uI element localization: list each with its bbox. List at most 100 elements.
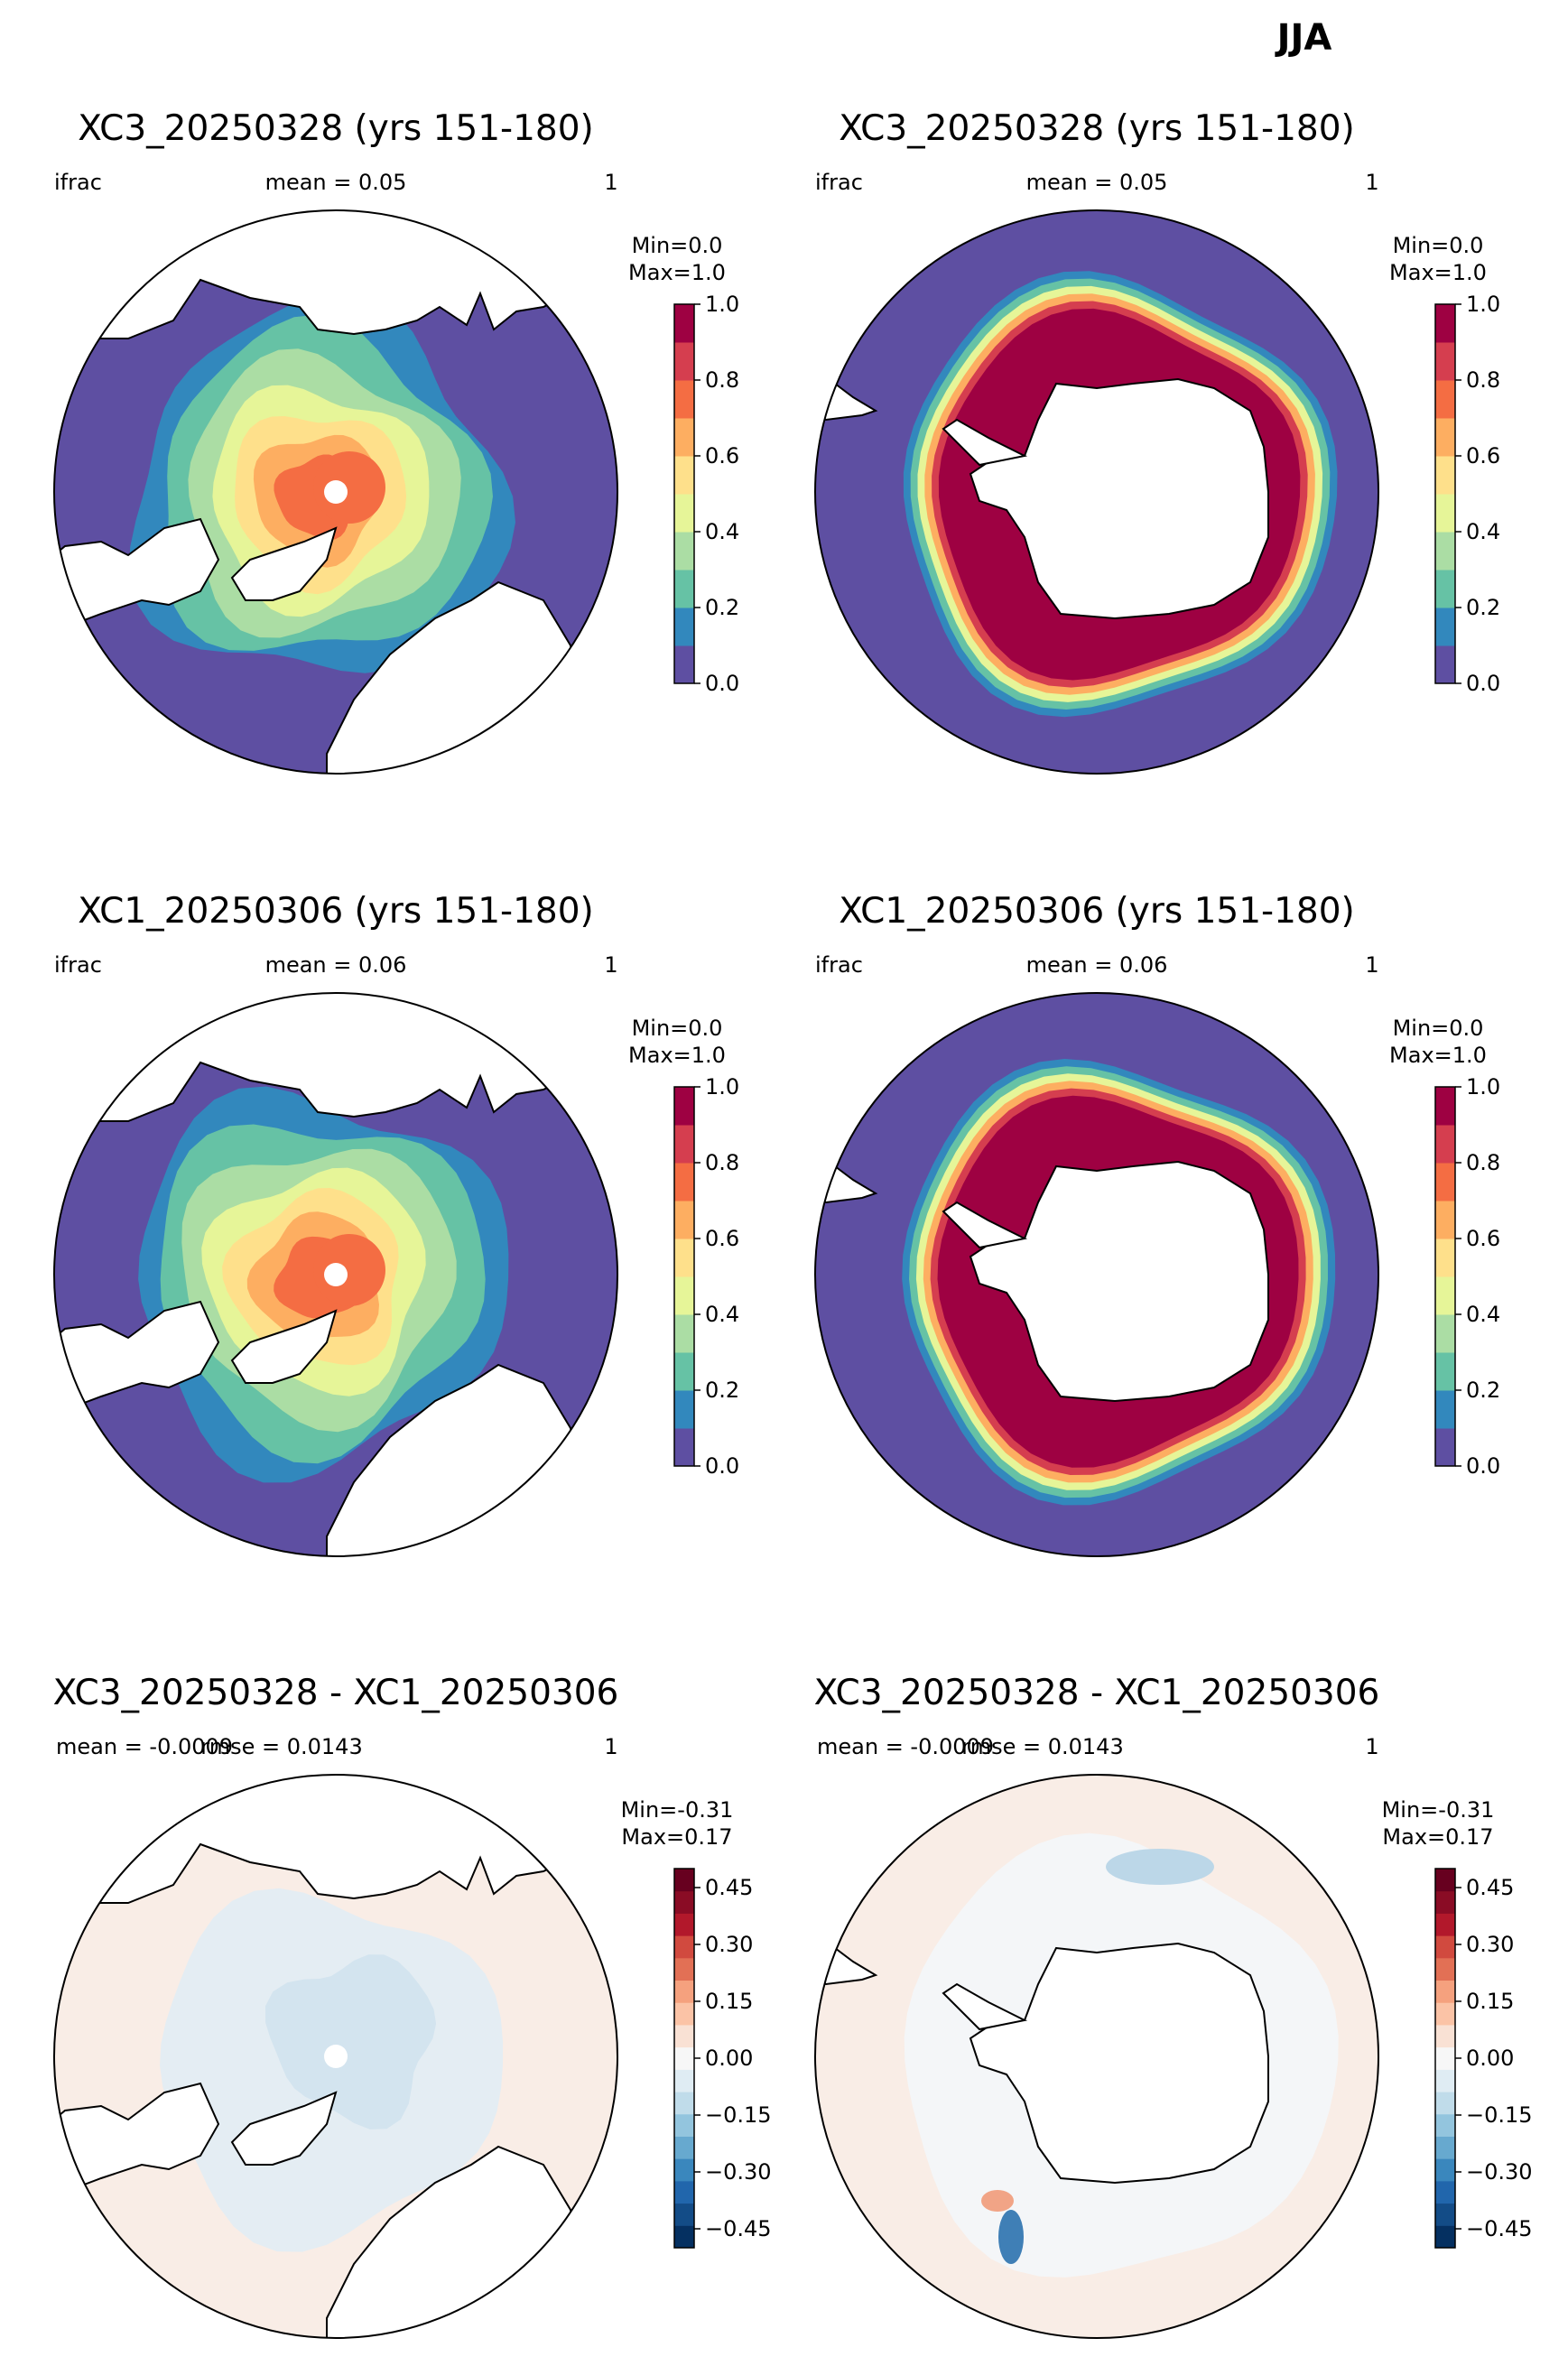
colorbar-tick-label: 0.8 [705,1150,739,1175]
panel-left-label: mean = -0.0009 [56,1734,233,1759]
diff-negative-patch [1106,1849,1214,1885]
colorbar-segment [674,532,694,571]
minmax-max: Max=0.17 [1382,1824,1493,1850]
colorbar-tick-label: 0.4 [1466,519,1500,544]
colorbar-frame [1434,303,1456,684]
panel-left-label: ifrac [54,170,102,195]
colorbar-segment [674,1087,694,1126]
panel-right-label: 1 [1365,952,1378,978]
colorbar-tick-label: 0.0 [1466,1453,1500,1479]
map-panel: XC3_20250328 (yrs 151-180) ifrac mean = 0.… [53,108,739,775]
colorbar-tick-label: 0.6 [1466,1226,1500,1251]
colorbar-segment [674,2203,694,2226]
colorbar-tick-label: 0.15 [1466,1989,1514,2014]
colorbar-segment [1435,342,1455,381]
colorbar-segment [674,1352,694,1391]
panel-left-label: ifrac [54,952,102,978]
colorbar-segment [1435,2225,1455,2249]
panel-center-label: mean = 0.06 [1026,952,1168,978]
minmax-max: Max=1.0 [628,260,726,285]
panel-title: XC3_20250328 (yrs 151-180) [839,108,1355,149]
colorbar-segment [674,1428,694,1467]
colorbar-segment [674,1163,694,1202]
panel-left-label: ifrac [815,170,863,195]
panel-title: XC1_20250306 (yrs 151-180) [839,891,1355,932]
colorbar-segment [1435,2046,1455,2070]
colorbar-segment [674,456,694,495]
colorbar-segment [674,1314,694,1353]
colorbar-segment [1435,494,1455,533]
colorbar-segment [1435,1935,1455,1959]
land-antarctic-peninsula [942,1201,1028,1249]
colorbar-segment [1435,1163,1455,1202]
colorbar: 0.0 0.2 0.4 0.6 0.8 1.0 [673,292,739,696]
colorbar-segment [674,2225,694,2249]
colorbar-tick-label: −0.30 [705,2159,772,2185]
map-body [815,1775,1378,2338]
colorbar-tick-label: 0.2 [1466,1378,1500,1403]
diff-negative-core [265,1954,437,2129]
land-greenland [230,2091,338,2166]
panel-right-label: 1 [604,1734,617,1759]
colorbar-segment [1435,1890,1455,1914]
panel-center-label: rmse = 0.0143 [961,1734,1123,1759]
colorbar-segment [674,1869,694,1892]
colorbar-segment [1435,1428,1455,1467]
colorbar-segment [1435,1087,1455,1126]
colorbar-frame [673,303,695,684]
map-boundary [53,1774,618,2339]
colorbar-segment [1435,1957,1455,1981]
colorbar-segment [674,1890,694,1914]
minmax-min: Min=-0.31 [1382,1797,1495,1823]
colorbar-segment [674,1935,694,1959]
colorbar-segment [674,304,694,343]
colorbar-segment [1435,532,1455,571]
colorbar-segment [1435,2203,1455,2226]
minmax-max: Max=1.0 [1389,260,1487,285]
colorbar-segment [674,2158,694,2182]
minmax-min: Min=0.0 [632,1016,723,1041]
colorbar-segment [1435,2113,1455,2137]
diff-negative-patch [998,2210,1024,2264]
colorbar-segment [1435,1352,1455,1391]
colorbar-segment [674,608,694,646]
colorbar-tick-label: 0.4 [705,1302,739,1327]
panel-right-label: 1 [1365,1734,1378,1759]
panel-left-label: mean = -0.0009 [817,1734,994,1759]
colorbar-segment [1435,2092,1455,2115]
map-body [54,993,617,1556]
colorbar-segment [1435,1314,1455,1353]
map-panel: XC1_20250306 (yrs 151-180) ifrac mean = 0.… [53,891,739,1557]
colorbar-tick-label: 0.6 [705,443,739,469]
land-antarctica [969,1942,1269,2185]
colorbar-segment [674,2069,694,2092]
map-body [815,210,1378,774]
panel-center-label: mean = 0.06 [265,952,407,978]
colorbar: 0.0 0.2 0.4 0.6 0.8 1.0 [673,1074,739,1479]
colorbar-tick-label: 1.0 [1466,292,1500,317]
panel-title: XC3_20250328 (yrs 151-180) [78,108,594,149]
panel-title: XC3_20250328 - XC1_20250306 [53,1673,619,1713]
colorbar-tick-label: −0.45 [1466,2216,1533,2241]
colorbar-segment [1435,2136,1455,2159]
colorbar-segment [674,418,694,457]
colorbar-tick-label: 0.45 [1466,1875,1514,1900]
ice-core [313,1234,385,1306]
colorbar: 0.0 0.2 0.4 0.6 0.8 1.0 [1434,292,1500,696]
colorbar-segment [1435,2024,1455,2048]
land-antarctic-peninsula [942,418,1028,467]
ice-core [313,451,385,524]
colorbar-segment [1435,645,1455,684]
colorbar-tick-label: 0.2 [705,1378,739,1403]
colorbar-segment [674,2024,694,2048]
colorbar-tick-label: 0.30 [1466,1932,1514,1957]
colorbar: 0.0 0.2 0.4 0.6 0.8 1.0 [1434,1074,1500,1479]
colorbar-tick-label: −0.15 [705,2102,772,2128]
colorbar-segment [674,1276,694,1315]
colorbar-tick-label: 0.15 [705,1989,753,2014]
colorbar-segment [674,1125,694,1164]
colorbar-segment [674,1980,694,2003]
panel-right-label: 1 [604,170,617,195]
